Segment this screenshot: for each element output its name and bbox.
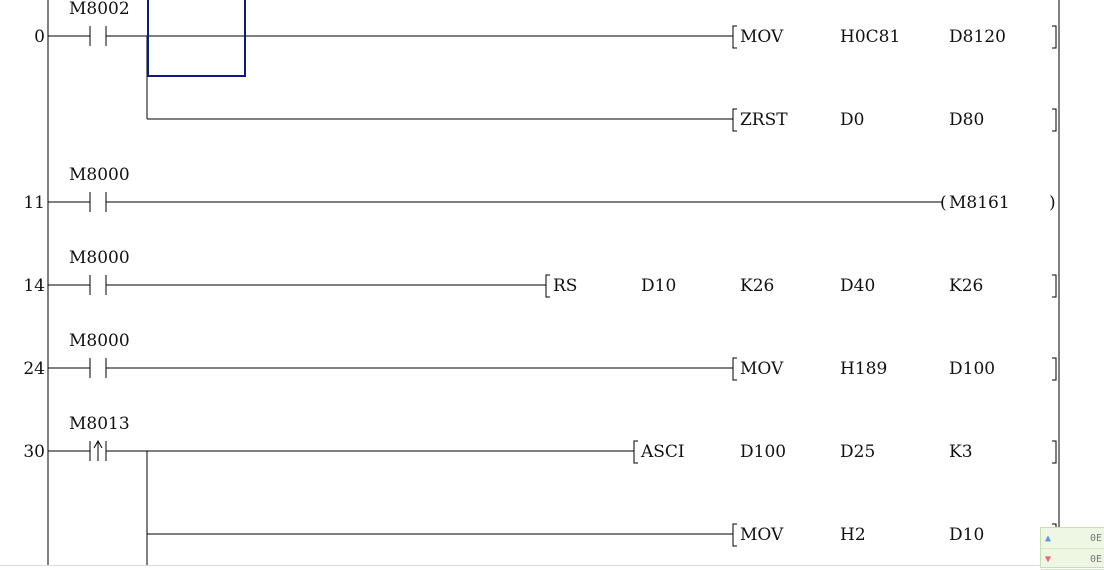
instruction-operand[interactable]: K26 bbox=[949, 276, 983, 296]
instruction-operand[interactable]: D100 bbox=[740, 442, 786, 462]
instruction-operand[interactable]: D40 bbox=[840, 276, 875, 296]
instruction-operand[interactable]: H189 bbox=[840, 359, 887, 379]
instruction-close-bracket bbox=[1052, 440, 1057, 464]
instruction-opcode[interactable]: MOV bbox=[740, 525, 784, 545]
instruction-operand[interactable]: H2 bbox=[840, 525, 866, 545]
rising-edge-contact[interactable] bbox=[89, 439, 107, 461]
instruction-close-bracket bbox=[1052, 274, 1057, 298]
rung[interactable]: 11 M8000 (M8161) bbox=[23, 165, 1055, 213]
instruction-opcode[interactable]: ASCI bbox=[640, 442, 685, 462]
instruction-operand[interactable]: D8120 bbox=[949, 27, 1006, 47]
status-widget: ▲ 0E ▼ 0E bbox=[1040, 527, 1104, 570]
rung[interactable]: 0 M8002 MOV H0C81 D8120 bbox=[34, 0, 1057, 49]
instruction-open-bracket bbox=[545, 274, 550, 298]
instruction-open-bracket bbox=[732, 108, 737, 132]
cursor-box bbox=[147, 0, 246, 77]
instruction-close-bracket bbox=[1052, 108, 1057, 132]
instruction-operand[interactable]: D10 bbox=[949, 525, 984, 545]
instruction-operand[interactable]: H0C81 bbox=[840, 27, 900, 47]
arrow-down-icon[interactable]: ▼ bbox=[1045, 553, 1052, 565]
contact-label: M8002 bbox=[69, 0, 130, 19]
normally-open-contact[interactable] bbox=[89, 192, 107, 212]
widget-row: ▲ 0E bbox=[1041, 528, 1104, 549]
instruction-open-bracket bbox=[732, 25, 737, 49]
instruction-close-bracket bbox=[1052, 25, 1057, 49]
step-number: 30 bbox=[23, 442, 45, 462]
normally-open-contact[interactable] bbox=[89, 26, 107, 46]
step-number: 0 bbox=[34, 27, 45, 47]
instruction-open-bracket bbox=[732, 357, 737, 381]
coil-close-paren: ) bbox=[1049, 193, 1056, 213]
coil-operand: M8161 bbox=[949, 193, 1010, 213]
instruction-operand[interactable]: D10 bbox=[641, 276, 676, 296]
instruction-opcode[interactable]: ZRST bbox=[740, 110, 788, 130]
instruction-open-bracket bbox=[633, 440, 638, 464]
contact-label: M8000 bbox=[69, 248, 130, 268]
widget-value: 0E bbox=[1089, 532, 1102, 544]
rung[interactable]: 14 M8000 RS D10 K26 D40 K26 bbox=[23, 248, 1057, 298]
step-number: 11 bbox=[23, 193, 45, 213]
instruction-operand[interactable]: D25 bbox=[840, 442, 875, 462]
rung[interactable]: 24 M8000 MOV H189 D100 bbox=[23, 331, 1057, 381]
normally-open-contact[interactable] bbox=[89, 358, 107, 378]
instruction-operand[interactable]: K26 bbox=[740, 276, 774, 296]
contact-label: M8000 bbox=[69, 165, 130, 185]
instruction-operand[interactable]: D80 bbox=[949, 110, 984, 130]
instruction-open-bracket bbox=[732, 523, 737, 547]
coil-open-paren: ( bbox=[940, 193, 947, 213]
instruction-opcode[interactable]: MOV bbox=[740, 27, 784, 47]
instruction-operand[interactable]: D0 bbox=[840, 110, 864, 130]
instruction-operand[interactable]: D100 bbox=[949, 359, 995, 379]
contact-label: M8013 bbox=[69, 414, 130, 434]
widget-value: 0E bbox=[1089, 553, 1102, 565]
widget-row: ▼ 0E bbox=[1041, 549, 1104, 570]
rung[interactable]: 30 M8013 ASCI D100 D25 K3 bbox=[23, 414, 1057, 464]
instruction-operand[interactable]: K3 bbox=[949, 442, 973, 462]
instruction-opcode[interactable]: MOV bbox=[740, 359, 784, 379]
instruction-opcode[interactable]: RS bbox=[553, 276, 577, 296]
arrow-up-icon[interactable]: ▲ bbox=[1045, 532, 1052, 544]
rung[interactable]: ZRST D0 D80 bbox=[147, 108, 1057, 132]
instruction-close-bracket bbox=[1052, 357, 1057, 381]
step-number: 24 bbox=[23, 359, 45, 379]
step-number: 14 bbox=[23, 276, 45, 296]
normally-open-contact[interactable] bbox=[89, 275, 107, 295]
contact-label: M8000 bbox=[69, 331, 130, 351]
rung[interactable]: MOV H2 D10 bbox=[147, 523, 1057, 547]
